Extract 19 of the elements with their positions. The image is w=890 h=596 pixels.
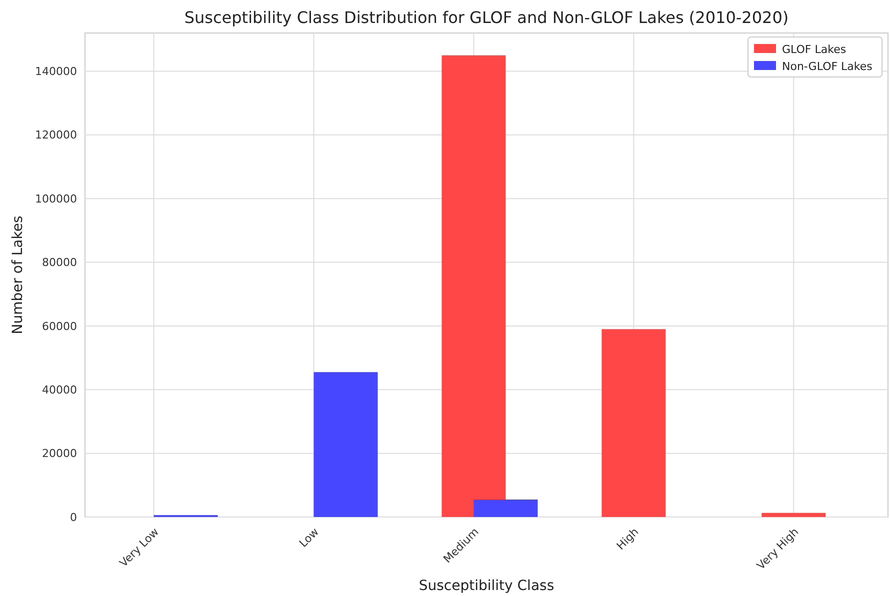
bar [762, 512, 826, 517]
y-tick-label: 140000 [35, 65, 77, 78]
y-axis-title: Number of Lakes [10, 216, 26, 334]
x-axis-title: Susceptibility Class [418, 578, 554, 594]
bar [474, 499, 538, 517]
legend-label: GLOF Lakes [782, 42, 846, 56]
y-tick-label: 0 [70, 510, 77, 524]
y-tick-label: 20000 [42, 447, 77, 460]
chart-title: Susceptibility Class Distribution for GLOF and Non-GLOF Lakes (2010-2020) [184, 8, 789, 27]
y-tick-label: 40000 [42, 383, 77, 396]
y-tick-label: 60000 [42, 320, 77, 333]
x-tick-label: Low [296, 525, 322, 550]
bar [314, 372, 378, 517]
bar [602, 329, 666, 517]
y-tick-label: 80000 [42, 256, 77, 270]
y-tick-label: 100000 [35, 192, 77, 206]
y-tick-label: 120000 [35, 128, 77, 142]
legend-label: Non-GLOF Lakes [782, 60, 873, 73]
bar [442, 55, 506, 517]
